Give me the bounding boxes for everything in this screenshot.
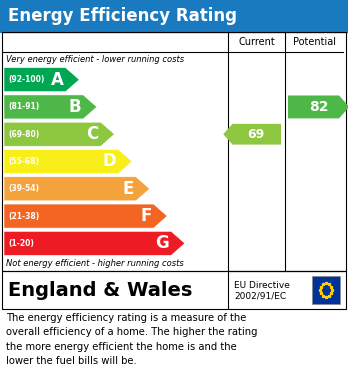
Text: (39-54): (39-54) [8, 184, 39, 193]
Text: Not energy efficient - higher running costs: Not energy efficient - higher running co… [6, 260, 184, 269]
Text: (1-20): (1-20) [8, 239, 34, 248]
Bar [2, 32, 346, 271]
Polygon shape [4, 95, 97, 119]
Text: (55-68): (55-68) [8, 157, 39, 166]
Text: (92-100): (92-100) [8, 75, 45, 84]
Text: F: F [140, 207, 152, 225]
Text: 2002/91/EC: 2002/91/EC [234, 292, 286, 301]
Text: (81-91): (81-91) [8, 102, 39, 111]
Bar [0, 0, 348, 32]
Text: B: B [69, 98, 81, 116]
Text: (69-80): (69-80) [8, 130, 39, 139]
Text: C: C [87, 125, 99, 143]
Polygon shape [4, 231, 185, 255]
Text: D: D [103, 152, 116, 170]
Text: EU Directive: EU Directive [234, 280, 290, 289]
Text: G: G [156, 234, 169, 252]
Text: 69: 69 [247, 128, 265, 141]
Text: A: A [51, 71, 64, 89]
Text: England & Wales: England & Wales [8, 280, 192, 300]
Polygon shape [288, 95, 348, 118]
Text: Energy Efficiency Rating: Energy Efficiency Rating [8, 7, 237, 25]
Text: The energy efficiency rating is a measure of the
overall efficiency of a home. T: The energy efficiency rating is a measur… [6, 313, 258, 366]
Polygon shape [223, 124, 281, 145]
Polygon shape [4, 68, 79, 91]
Polygon shape [4, 122, 114, 146]
Text: Current: Current [238, 37, 275, 47]
Text: 82: 82 [309, 100, 329, 114]
Text: (21-38): (21-38) [8, 212, 39, 221]
Polygon shape [4, 177, 150, 201]
Polygon shape [4, 204, 167, 228]
Text: Very energy efficient - lower running costs: Very energy efficient - lower running co… [6, 54, 184, 63]
Bar [2, 271, 346, 309]
Text: Potential: Potential [293, 37, 335, 47]
Polygon shape [4, 149, 132, 174]
Bar [312, 276, 340, 304]
Text: E: E [122, 180, 134, 198]
